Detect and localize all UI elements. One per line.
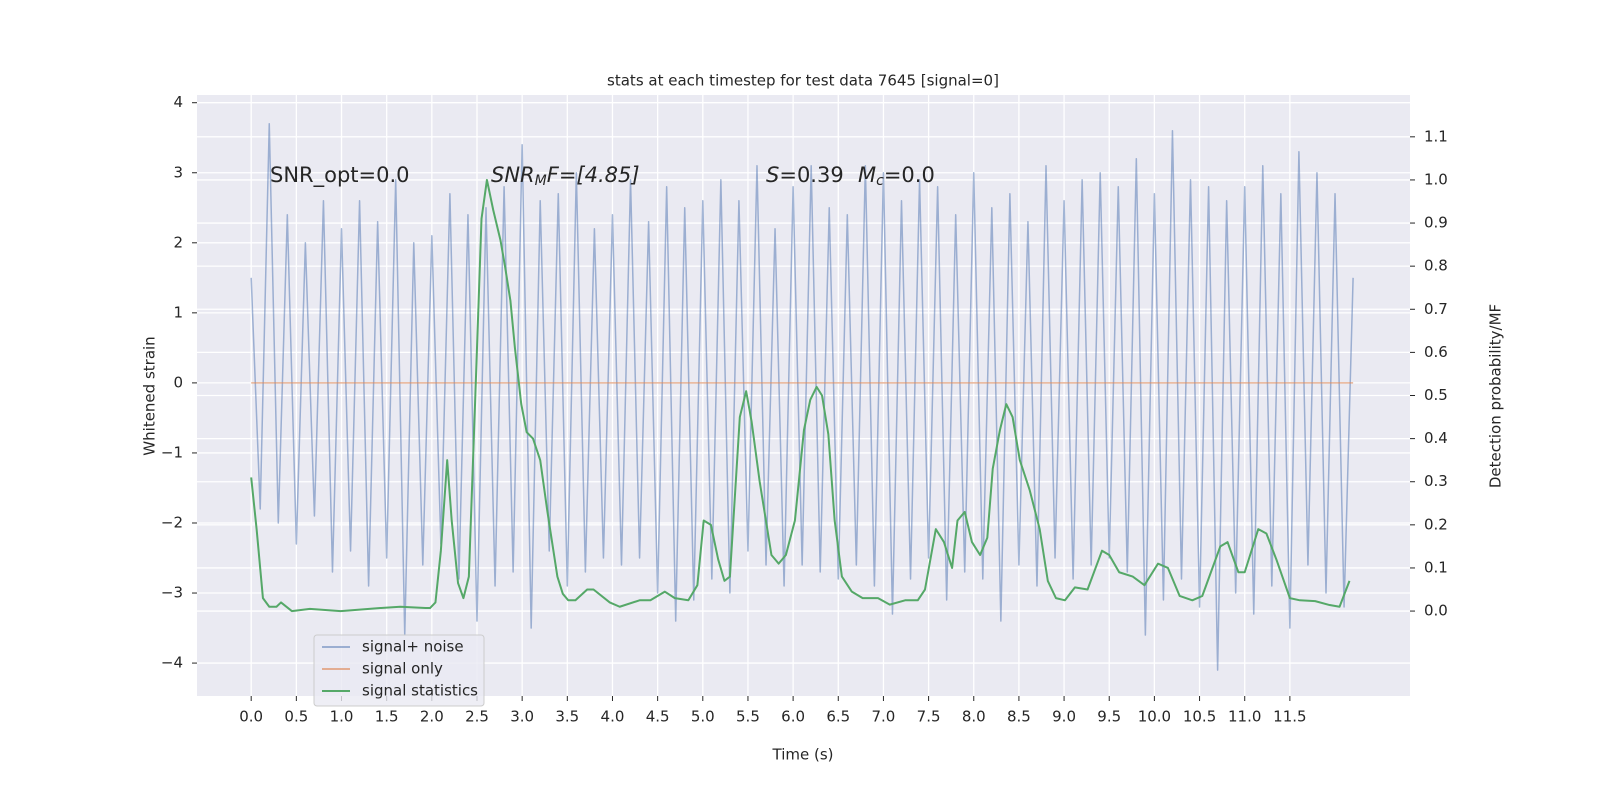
x-tick-label: 10.0: [1138, 708, 1171, 726]
y2-tick-label: 1.0: [1424, 170, 1448, 188]
y2-tick-label: 0.9: [1424, 214, 1448, 232]
series-line: [250, 122, 1354, 671]
y-tick-label: −2: [161, 513, 183, 531]
x-tick-label: 8.0: [962, 708, 986, 726]
x-tick-label: 11.0: [1228, 708, 1261, 726]
y2-tick-label: 0.4: [1424, 429, 1448, 447]
x-tick-label: 3.5: [555, 708, 579, 726]
y-axis-label: Whitened strain: [141, 336, 159, 455]
y2-axis-label: Detection probability/MF: [1487, 304, 1505, 488]
annotation-part: M: [858, 163, 876, 187]
annotation-part: =0.39: [779, 163, 843, 187]
y2-tick-label: 1.1: [1424, 127, 1448, 145]
annotation: SNRMF=[4.85]: [491, 163, 640, 189]
y-tick-label: 2: [173, 233, 183, 251]
chart-title: stats at each timestep for test data 764…: [607, 72, 999, 90]
x-tick-label: 5.0: [691, 708, 715, 726]
annotation-part: =0.0: [884, 163, 935, 187]
annotation-part: F=[4.85]: [547, 163, 640, 187]
y-tick-label: 4: [173, 93, 183, 111]
x-tick-label: 7.0: [872, 708, 896, 726]
annotation: SNR_opt=0.0: [270, 163, 410, 188]
y-tick-label: −3: [161, 584, 183, 602]
y-tick-label: −4: [161, 654, 183, 672]
x-tick-label: 7.5: [917, 708, 941, 726]
y2-tick-label: 0.8: [1424, 257, 1448, 275]
x-tick-label: 2.0: [420, 708, 444, 726]
annotation-part: c: [876, 173, 884, 189]
x-tick-label: 9.0: [1052, 708, 1076, 726]
y2-tick-label: 0.5: [1424, 386, 1448, 404]
y2-tick-label: 0.1: [1424, 558, 1448, 576]
series-line: [250, 178, 1351, 613]
x-tick-label: 0.5: [284, 708, 308, 726]
legend-label: signal+ noise: [362, 638, 464, 656]
marks: [250, 122, 1354, 671]
x-tick-label: 10.5: [1183, 708, 1216, 726]
x-tick-label: 9.5: [1097, 708, 1121, 726]
x-tick-label: 4.0: [601, 708, 625, 726]
y2-tick-label: 0.6: [1424, 343, 1448, 361]
y2-tick-label: 0.3: [1424, 472, 1448, 490]
y-tick-label: 3: [173, 163, 183, 181]
x-tick-label: 1.5: [375, 708, 399, 726]
y2-tick-label: 0.2: [1424, 515, 1448, 533]
x-axis-label: Time (s): [772, 746, 834, 764]
annotation-part: S: [766, 163, 779, 187]
y-tick-label: 0: [173, 373, 183, 391]
annotation: Mc=0.0: [858, 163, 935, 189]
x-tick-label: 8.5: [1007, 708, 1031, 726]
x-tick-label: 6.0: [781, 708, 805, 726]
x-tick-label: 6.5: [826, 708, 850, 726]
legend-box: [313, 634, 485, 707]
legend-label: signal only: [362, 660, 443, 678]
legend: signal+ noise signal only signal statistic…: [313, 634, 485, 707]
annotation: S=0.39: [766, 163, 844, 187]
y2-tick-label: 0.7: [1424, 300, 1448, 318]
axes: 0.0 0.5 1.0 1.5 2.0 2.5 3.0 3.5 4.0 4.5 5.0 5.5 6.0 6…: [161, 93, 1448, 725]
y2-tick-label: 0.0: [1424, 602, 1448, 620]
legend-label: signal statistics: [362, 682, 478, 700]
annotation-part: SNR: [491, 163, 535, 187]
x-tick-label: 4.5: [646, 708, 670, 726]
x-tick-label: 0.0: [239, 708, 263, 726]
annotation-part: M: [535, 173, 547, 189]
x-tick-label: 2.5: [465, 708, 489, 726]
grid: [197, 95, 1410, 696]
x-tick-label: 1.0: [330, 708, 354, 726]
x-tick-label: 3.0: [510, 708, 534, 726]
y-tick-label: −1: [161, 443, 183, 461]
y-tick-label: 1: [173, 303, 183, 321]
x-tick-label: 11.5: [1273, 708, 1306, 726]
x-tick-label: 5.5: [736, 708, 760, 726]
